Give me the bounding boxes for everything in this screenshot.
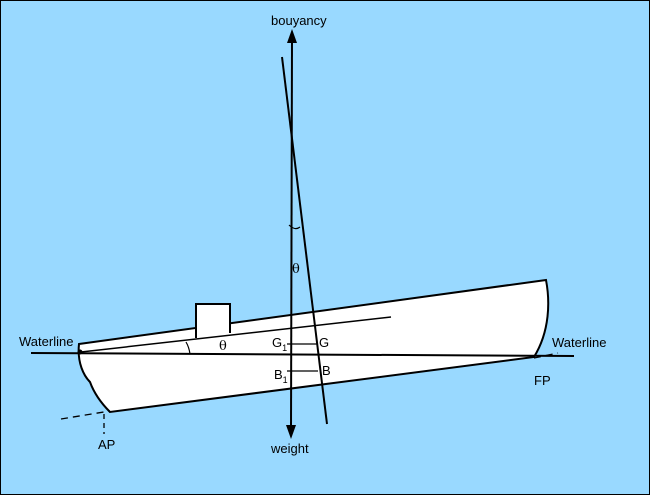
g1-label: G1 [272, 335, 287, 353]
bouyancy-arrow [287, 29, 297, 43]
theta-trim-label: θ [219, 339, 227, 354]
theta-vertical-label: θ [292, 262, 300, 277]
bow-point [77, 349, 83, 355]
weight-label: weight [270, 441, 309, 456]
force-vertical-line [290, 38, 293, 430]
waterline-left-label: Waterline [19, 334, 73, 349]
waterline-right-label: Waterline [552, 335, 606, 350]
waterline [30, 352, 575, 357]
trim-angle-arc [185, 341, 191, 355]
deckhouse [195, 303, 231, 338]
vertical-angle-arc [288, 224, 301, 230]
fp-label: FP [534, 373, 551, 388]
bouyancy-label: bouyancy [271, 13, 327, 28]
b-label: B [322, 363, 331, 378]
trim-line [80, 316, 392, 353]
keel-extension-aft [60, 410, 111, 420]
keel-extension-fwd [533, 352, 559, 359]
tilted-normal-line [281, 56, 328, 425]
ap-label: AP [98, 437, 115, 452]
b1-label: B1 [274, 367, 288, 385]
ship-hull [77, 278, 550, 414]
g-label: G [319, 335, 329, 350]
weight-arrow [286, 425, 296, 439]
